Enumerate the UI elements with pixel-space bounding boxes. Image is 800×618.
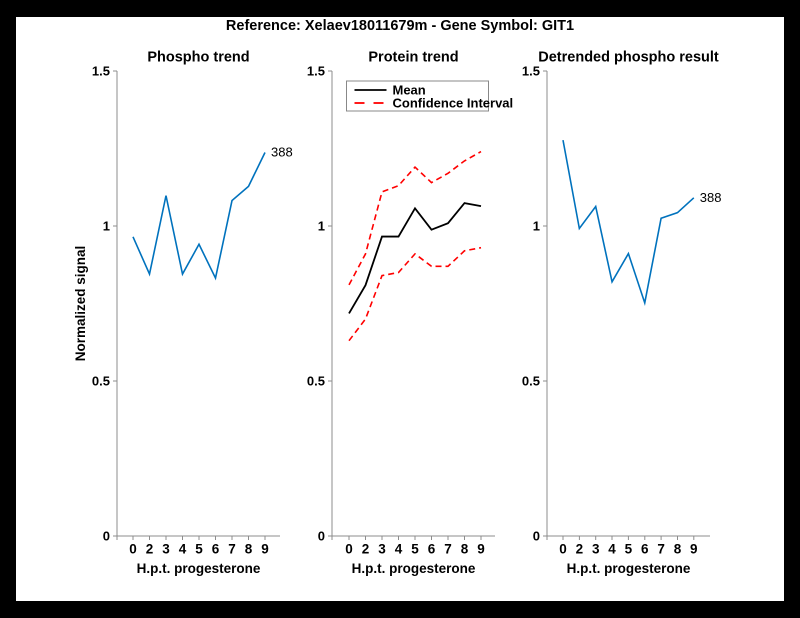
svg-text:6: 6 bbox=[212, 542, 220, 557]
svg-text:Phospho trend: Phospho trend bbox=[147, 50, 249, 66]
svg-text:0.5: 0.5 bbox=[307, 374, 325, 389]
svg-text:3: 3 bbox=[592, 542, 600, 557]
svg-text:0: 0 bbox=[345, 542, 353, 557]
svg-text:1: 1 bbox=[103, 219, 110, 234]
svg-text:8: 8 bbox=[674, 542, 682, 557]
svg-text:8: 8 bbox=[245, 542, 253, 557]
svg-text:388: 388 bbox=[271, 145, 293, 160]
svg-text:4: 4 bbox=[395, 542, 403, 557]
svg-text:0: 0 bbox=[129, 542, 137, 557]
svg-text:7: 7 bbox=[444, 542, 452, 557]
svg-text:H.p.t. progesterone: H.p.t. progesterone bbox=[567, 561, 691, 576]
svg-text:3: 3 bbox=[162, 542, 170, 557]
svg-text:0.5: 0.5 bbox=[92, 374, 110, 389]
svg-text:0: 0 bbox=[318, 529, 325, 544]
svg-text:9: 9 bbox=[690, 542, 698, 557]
svg-text:Confidence Interval: Confidence Interval bbox=[393, 96, 514, 111]
svg-text:9: 9 bbox=[477, 542, 485, 557]
svg-text:0: 0 bbox=[533, 529, 540, 544]
svg-text:2: 2 bbox=[576, 542, 584, 557]
svg-text:7: 7 bbox=[657, 542, 665, 557]
svg-text:0.5: 0.5 bbox=[522, 374, 540, 389]
svg-text:4: 4 bbox=[179, 542, 187, 557]
svg-text:388: 388 bbox=[700, 190, 722, 205]
svg-text:9: 9 bbox=[261, 542, 269, 557]
svg-text:Detrended phospho result: Detrended phospho result bbox=[538, 50, 719, 66]
svg-text:0: 0 bbox=[103, 529, 110, 544]
svg-text:1: 1 bbox=[318, 219, 325, 234]
svg-text:Protein trend: Protein trend bbox=[368, 50, 458, 66]
svg-text:3: 3 bbox=[378, 542, 386, 557]
svg-text:8: 8 bbox=[461, 542, 469, 557]
svg-text:Normalized signal: Normalized signal bbox=[73, 246, 88, 362]
svg-text:5: 5 bbox=[625, 542, 633, 557]
svg-text:H.p.t. progesterone: H.p.t. progesterone bbox=[137, 561, 261, 576]
svg-text:1.5: 1.5 bbox=[307, 64, 325, 79]
svg-text:4: 4 bbox=[608, 542, 616, 557]
svg-text:1: 1 bbox=[533, 219, 540, 234]
svg-text:6: 6 bbox=[428, 542, 436, 557]
svg-text:2: 2 bbox=[362, 542, 370, 557]
svg-text:6: 6 bbox=[641, 542, 649, 557]
svg-text:5: 5 bbox=[411, 542, 419, 557]
svg-text:H.p.t. progesterone: H.p.t. progesterone bbox=[352, 561, 476, 576]
svg-text:0: 0 bbox=[559, 542, 567, 557]
svg-text:1.5: 1.5 bbox=[522, 64, 540, 79]
svg-text:1.5: 1.5 bbox=[92, 64, 110, 79]
svg-text:7: 7 bbox=[228, 542, 236, 557]
svg-text:2: 2 bbox=[146, 542, 154, 557]
svg-text:5: 5 bbox=[195, 542, 203, 557]
